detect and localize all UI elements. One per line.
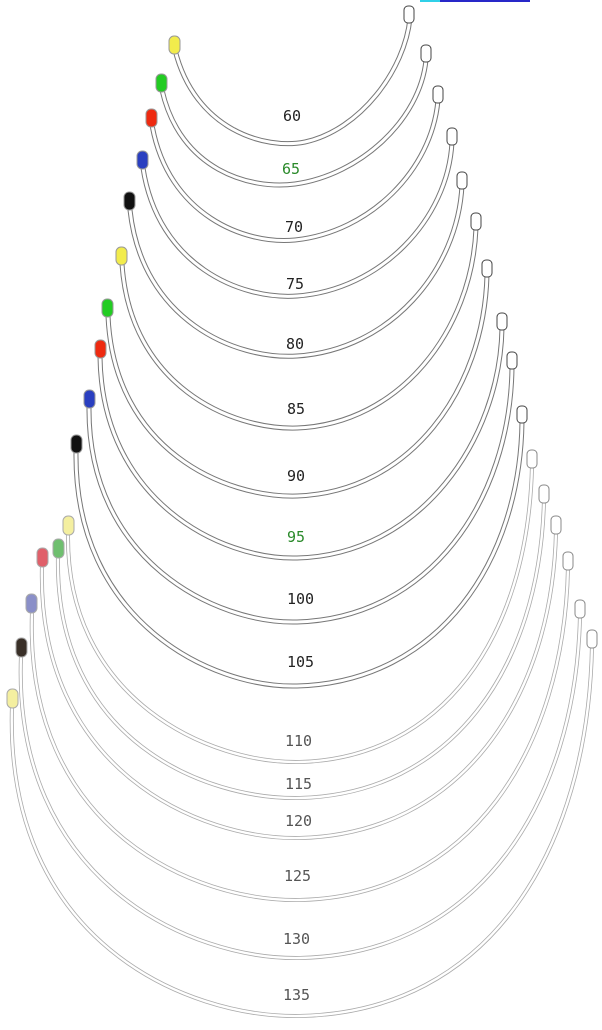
- wire-tip-left: [145, 108, 158, 128]
- wire-tip-right: [470, 212, 482, 231]
- wire-85: 85: [115, 212, 482, 431]
- wire-tip-right: [481, 259, 493, 278]
- wire-tip-right: [496, 312, 508, 331]
- size-label-95: 95: [287, 528, 305, 546]
- wire-tip-left: [136, 150, 149, 170]
- wire-tip-left: [123, 191, 136, 211]
- wire-tip-left: [62, 515, 75, 536]
- wire-90: 90: [101, 259, 493, 499]
- accent-bar: [420, 0, 530, 2]
- wire-105: 105: [70, 405, 528, 689]
- wire-tip-left: [101, 298, 114, 318]
- wire-80: 80: [123, 171, 468, 359]
- size-label-130: 130: [283, 930, 310, 948]
- wire-tip-right: [574, 599, 586, 619]
- wire-tip-right: [550, 515, 562, 535]
- wire-tip-left: [168, 35, 181, 55]
- size-label-120: 120: [285, 812, 312, 830]
- size-label-115: 115: [285, 775, 312, 793]
- wire-tip-left: [115, 246, 128, 266]
- wire-tip-left: [15, 637, 28, 658]
- size-label-110: 110: [285, 732, 312, 750]
- wire-tip-left: [83, 389, 96, 409]
- wire-tip-left: [25, 593, 38, 614]
- wire-tip-left: [155, 73, 168, 93]
- wire-115: 115: [52, 484, 550, 801]
- accent-bar-cyan: [420, 0, 440, 2]
- wire-65: 65: [155, 44, 432, 188]
- wire-tip-left: [94, 339, 107, 359]
- wire-tip-right: [516, 405, 528, 424]
- size-label-65: 65: [282, 160, 300, 178]
- wire-tip-right: [446, 127, 458, 146]
- wire-tip-right: [538, 484, 550, 504]
- wire-70: 70: [145, 85, 444, 244]
- wire-tip-right: [562, 551, 574, 571]
- wire-tip-right: [586, 629, 598, 649]
- wire-60: 60: [168, 5, 415, 147]
- size-label-85: 85: [287, 400, 305, 418]
- wire-95: 95: [94, 312, 508, 561]
- wire-100: 100: [83, 351, 518, 625]
- wire-75: 75: [136, 127, 458, 299]
- wire-130: 130: [15, 599, 586, 961]
- wire-tip-right: [526, 449, 538, 469]
- wire-tip-left: [52, 538, 65, 559]
- size-label-135: 135: [283, 986, 310, 1004]
- size-label-100: 100: [287, 590, 314, 608]
- wire-tip-right: [403, 5, 415, 24]
- wire-tip-right: [456, 171, 468, 190]
- wire-tip-left: [6, 688, 19, 709]
- wire-tip-right: [420, 44, 432, 63]
- wire-tip-right: [506, 351, 518, 370]
- size-label-90: 90: [287, 467, 305, 485]
- size-label-75: 75: [286, 275, 304, 293]
- size-label-70: 70: [285, 218, 303, 236]
- wire-110: 110: [62, 449, 538, 765]
- wire-tip-left: [70, 434, 83, 454]
- size-label-80: 80: [286, 335, 304, 353]
- size-label-60: 60: [283, 107, 301, 125]
- wire-tip-right: [432, 85, 444, 104]
- wire-125: 125: [25, 551, 574, 903]
- wire-120: 120: [36, 515, 562, 841]
- wire-135: 135: [6, 629, 598, 1019]
- wire-tip-left: [36, 547, 49, 568]
- size-label-105: 105: [287, 653, 314, 671]
- size-label-125: 125: [284, 867, 311, 885]
